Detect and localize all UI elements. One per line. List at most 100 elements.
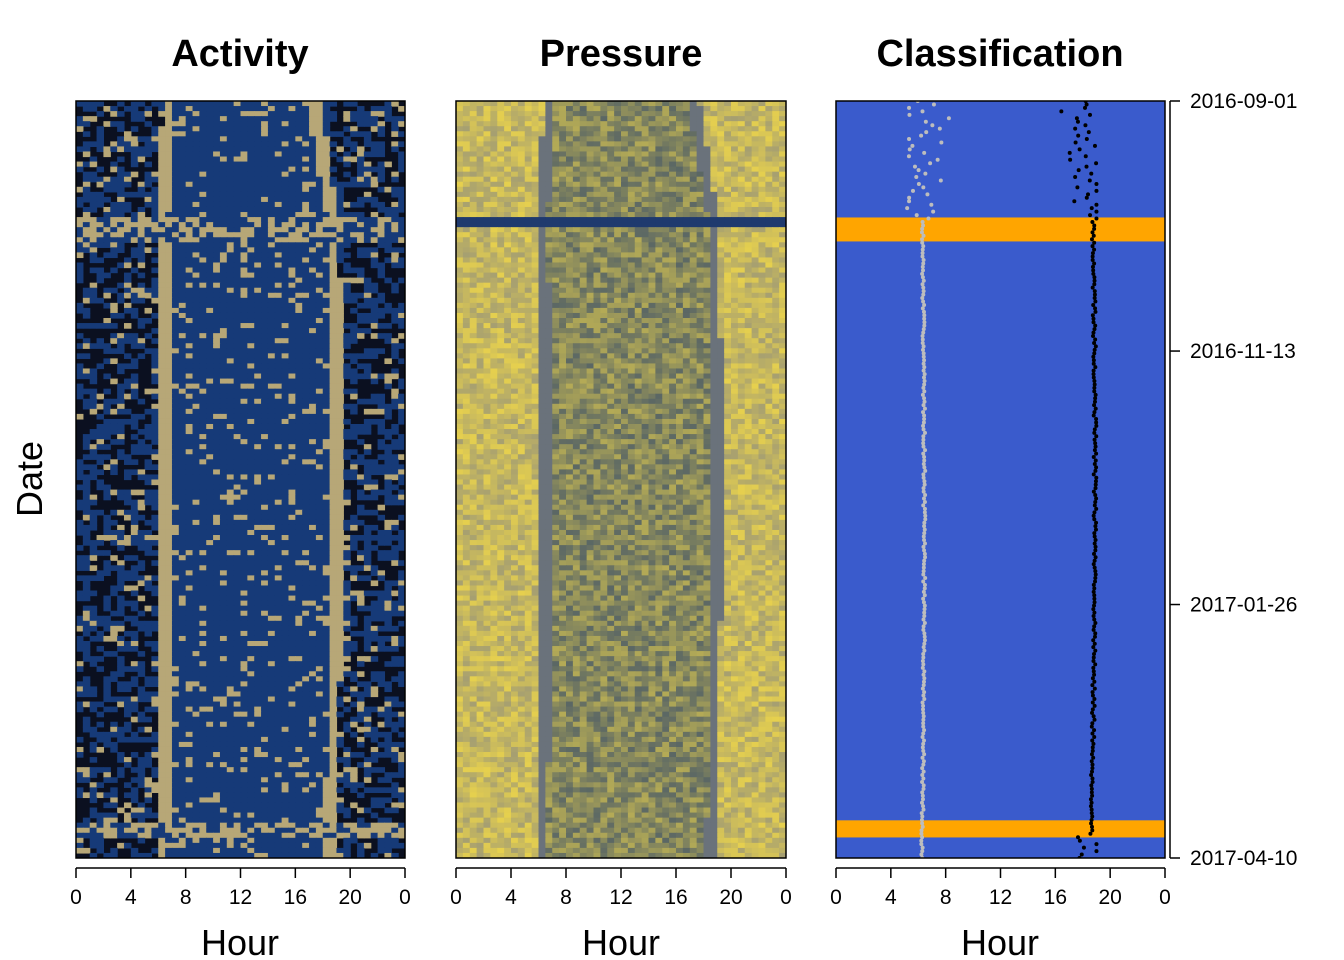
heatmap-cell <box>281 640 290 647</box>
heatmap-cell <box>233 484 242 491</box>
heatmap-cell <box>199 590 207 597</box>
heatmap-cell <box>192 449 200 455</box>
heatmap-cell <box>391 227 399 233</box>
heatmap-cell <box>89 343 98 349</box>
heatmap-cell <box>391 176 399 183</box>
heatmap-cell <box>363 646 372 652</box>
heatmap-cell <box>329 610 338 617</box>
heatmap-cell <box>329 201 338 208</box>
heatmap-cell <box>309 716 317 723</box>
heatmap-cell <box>96 136 105 142</box>
heatmap-cell <box>103 292 111 299</box>
heatmap-cell <box>171 212 180 218</box>
heatmap-cell <box>185 277 194 284</box>
heatmap-cell <box>247 383 255 390</box>
heatmap-cell <box>370 262 379 269</box>
heatmap-cell <box>267 489 276 496</box>
heatmap-cell <box>185 504 194 511</box>
heatmap-cell <box>206 484 214 491</box>
heatmap-cell <box>151 625 159 632</box>
heatmap-cell <box>370 746 379 753</box>
heatmap-cell <box>377 489 386 496</box>
heatmap-cell <box>171 277 180 284</box>
heatmap-cell <box>206 509 214 516</box>
heatmap-cell <box>192 106 200 112</box>
heatmap-cell <box>178 348 187 354</box>
heatmap-cell <box>384 580 392 587</box>
heatmap-cell <box>185 640 194 647</box>
heatmap-cell <box>226 494 235 501</box>
heatmap-cell <box>315 423 324 430</box>
heatmap-cell <box>89 514 98 521</box>
heatmap-cell <box>199 429 207 435</box>
heatmap-cell <box>151 560 159 566</box>
heatmap-cell <box>137 101 146 107</box>
heatmap-cell <box>219 297 228 304</box>
heatmap-cell <box>158 474 166 481</box>
heatmap-cell <box>192 217 200 223</box>
heatmap-cell <box>199 212 207 218</box>
heatmap-cell <box>384 459 392 465</box>
heatmap-cell <box>233 307 242 314</box>
heatmap-cell <box>76 681 84 688</box>
heatmap-cell <box>295 338 303 344</box>
heatmap-cell <box>158 615 166 622</box>
heatmap-cell <box>185 318 194 324</box>
heatmap-cell <box>219 121 228 127</box>
heatmap-cell <box>350 101 358 107</box>
heatmap-cell <box>233 323 242 329</box>
heatmap-cell <box>213 651 221 657</box>
heatmap-cell <box>254 711 262 718</box>
heatmap-cell <box>274 716 283 723</box>
heatmap-cell <box>309 721 317 728</box>
heatmap-cell <box>96 111 105 117</box>
heatmap-cell <box>254 222 262 228</box>
heatmap-cell <box>322 186 331 193</box>
heatmap-cell <box>322 222 331 228</box>
heatmap-cell <box>171 681 180 688</box>
heatmap-cell <box>103 570 111 576</box>
heatmap-cell <box>233 666 242 672</box>
heatmap-cell <box>288 307 296 314</box>
heatmap-cell <box>274 212 283 218</box>
heatmap-cell <box>178 736 187 743</box>
heatmap-cell <box>137 540 146 546</box>
heatmap-cell <box>192 701 200 708</box>
heatmap-cell <box>76 101 84 107</box>
heatmap-cell <box>144 519 152 526</box>
heatmap-cell <box>178 681 187 688</box>
heatmap-cell <box>254 297 262 304</box>
heatmap-cell <box>240 272 248 279</box>
heatmap-cell <box>329 640 338 647</box>
heatmap-cell <box>274 504 283 511</box>
heatmap-cell <box>199 721 207 728</box>
heatmap-cell <box>377 444 386 450</box>
heatmap-cell <box>185 257 194 264</box>
heatmap-cell <box>240 106 248 112</box>
heatmap-cell <box>274 222 283 228</box>
heatmap-cell <box>384 489 392 496</box>
heatmap-cell <box>82 106 91 112</box>
heatmap-cell <box>322 646 331 652</box>
heatmap-cell <box>158 620 166 627</box>
heatmap-cell <box>76 474 84 481</box>
heatmap-cell <box>206 716 214 723</box>
heatmap-cell <box>233 302 242 309</box>
heatmap-cell <box>226 191 235 198</box>
heatmap-cell <box>288 171 296 178</box>
heatmap-cell <box>165 323 173 329</box>
heatmap-cell <box>151 479 159 486</box>
heatmap-cell <box>240 101 248 107</box>
heatmap-cell <box>398 464 405 471</box>
heatmap-cell <box>377 671 386 677</box>
heatmap-cell <box>144 333 152 339</box>
heatmap-cell <box>247 752 255 758</box>
heatmap-cell <box>171 252 180 259</box>
heatmap-cell <box>171 651 180 657</box>
heatmap-cell <box>199 166 207 173</box>
heatmap-cell <box>295 449 303 455</box>
heatmap-cell <box>377 217 386 223</box>
heatmap-cell <box>171 348 180 354</box>
heatmap-cell <box>329 570 338 576</box>
heatmap-cell <box>281 318 290 324</box>
